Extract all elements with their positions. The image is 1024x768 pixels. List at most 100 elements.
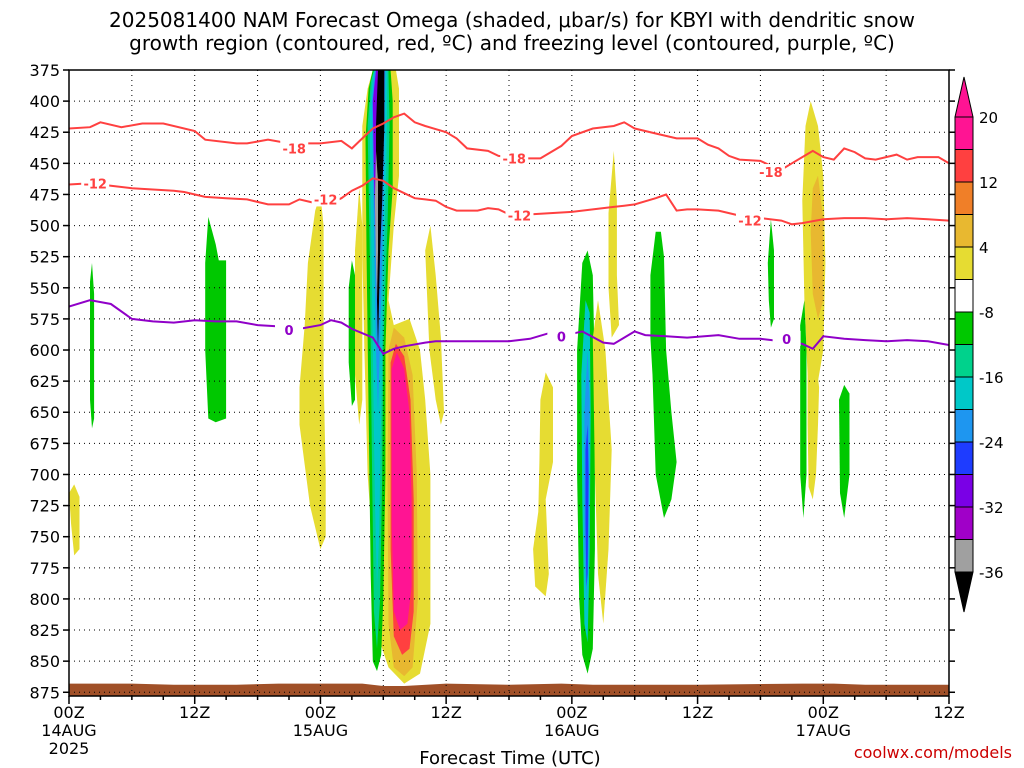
omega-yellow-01: [69, 484, 80, 556]
x-tick-label-48: 00Z: [556, 703, 587, 722]
y-tick-label-650: 650: [29, 403, 60, 422]
colorbar-segment-4: [954, 246, 974, 280]
x-axis-label: Forecast Time (UTC): [419, 748, 600, 768]
y-tick-label-700: 700: [29, 465, 60, 484]
temperature-contours-layer: [69, 112, 949, 356]
omega-green-07: [767, 219, 774, 328]
omega-green-09: [839, 384, 850, 518]
x-tick-label-84: 12Z: [933, 703, 964, 722]
contour-label-0-1: 0: [557, 330, 566, 345]
chart-title-line-2: growth region (contoured, red, ºC) and f…: [129, 31, 895, 55]
y-tick-label-775: 775: [29, 559, 60, 578]
colorbar-top-arrow: [954, 76, 974, 118]
y-tick-label-850: 850: [29, 652, 60, 671]
colorbar-segment--36: [954, 539, 974, 573]
omega-yellow-10: [807, 350, 820, 500]
colorbar-segment--16: [954, 376, 974, 410]
omega-orange-02: [810, 175, 824, 319]
x-tick-label-0: 00Z: [53, 703, 84, 722]
contour-label-bg-0-1: [547, 328, 576, 344]
y-tick-label-725: 725: [29, 497, 60, 516]
y-tick-label-625: 625: [29, 372, 60, 391]
contour-label--12-0: -12: [83, 177, 107, 192]
colorbar-segment--28: [954, 474, 974, 508]
omega-green-08: [800, 300, 807, 518]
y-tick-label-675: 675: [29, 434, 60, 453]
colorbar-label--24: -24: [979, 434, 1004, 452]
contour-label--12-1: -12: [314, 193, 338, 208]
y-axis-ticks: 375 400 425 450 475 500 525 550 575 600 625 650 675 7…: [29, 61, 955, 702]
omega-yellow-05: [425, 225, 444, 425]
omega-darkblue-01: [585, 424, 589, 587]
y-tick-label-875: 875: [29, 683, 60, 702]
contour-label-bg-0-2: [772, 330, 801, 346]
colorbar-label--16: -16: [979, 369, 1004, 387]
x-tick-label-36: 12Z: [430, 703, 461, 722]
colorbar-bottom-arrow: [954, 571, 974, 613]
contour-label-bg--18-0: [280, 140, 309, 156]
omega-yellow-02: [299, 194, 326, 550]
x-tick-date-0: 14AUG: [41, 721, 96, 740]
colorbar-label--8: -8: [979, 304, 994, 322]
colorbar-segment-16: [954, 149, 974, 183]
chart-title-line-1: 2025081400 NAM Forecast Omega (shaded, μ…: [109, 8, 915, 32]
contour-label-bg--12-2: [505, 207, 534, 223]
y-tick-label-375: 375: [29, 61, 60, 80]
y-tick-label-800: 800: [29, 590, 60, 609]
contour-line--12: [69, 177, 949, 226]
omega-shading-layer: [69, 70, 949, 696]
y-tick-label-825: 825: [29, 621, 60, 640]
omega-green-03: [348, 260, 355, 406]
x-tick-label-12: 12Z: [179, 703, 210, 722]
colorbar-label--32: -32: [979, 499, 1004, 517]
contour-line--18: [69, 112, 949, 171]
colorbar: 20 12 4 -8 -16 -24 -32 -36: [954, 76, 1004, 613]
colorbar-label-12: 12: [979, 174, 998, 192]
y-tick-label-500: 500: [29, 217, 60, 236]
omega-gray-01: [374, 150, 378, 301]
contour-label--12-3: -12: [738, 215, 762, 230]
x-tick-label-60: 12Z: [682, 703, 713, 722]
x-tick-date-48: 16AUG: [544, 721, 599, 740]
y-tick-label-600: 600: [29, 341, 60, 360]
omega-pink-01: [391, 352, 412, 630]
y-tick-label-525: 525: [29, 248, 60, 267]
colorbar-label--36: -36: [979, 564, 1004, 582]
omega-yellow-06: [533, 372, 553, 597]
colorbar-segment--4: [954, 279, 974, 313]
omega-green-02: [205, 216, 227, 423]
contour-label-bg--18-1: [500, 150, 529, 166]
omega-yellow-03: [355, 188, 363, 425]
contour-labels-layer: -18 -18 -18 -12 -12 -12 -12 0 0 0: [81, 140, 801, 348]
contour-label--18-1: -18: [502, 152, 526, 167]
y-tick-label-450: 450: [29, 154, 60, 173]
omega-green-01: [90, 262, 95, 429]
colorbar-segment--12: [954, 344, 974, 378]
colorbar-segment--24: [954, 441, 974, 475]
omega-yellow-07: [592, 300, 612, 624]
terrain: [69, 683, 949, 696]
y-tick-label-400: 400: [29, 92, 60, 111]
colorbar-label-20: 20: [979, 109, 998, 127]
x-tick-date-72: 17AUG: [796, 721, 851, 740]
contour-label-bg-0-0: [275, 322, 303, 338]
omega-yellow-08: [608, 150, 619, 338]
omega-black-01: [376, 70, 385, 350]
contour-label--12-2: -12: [508, 210, 532, 225]
colorbar-segment-12: [954, 181, 974, 215]
colorbar-label-4: 4: [979, 239, 989, 257]
x-tick-date-24: 15AUG: [293, 721, 348, 740]
contour-label-bg--12-3: [735, 212, 764, 228]
x-tick-label-24: 00Z: [305, 703, 336, 722]
colorbar-segment-20: [954, 116, 974, 150]
contour-label-0-0: 0: [284, 324, 293, 339]
x-tick-label-72: 00Z: [808, 703, 839, 722]
x-tick-year-0: 2025: [49, 739, 90, 758]
colorbar-segment-8: [954, 214, 974, 248]
colorbar-segment--8: [954, 311, 974, 345]
contour-label--18-0: -18: [282, 142, 306, 157]
contour-label-bg--12-0: [81, 175, 110, 191]
y-tick-label-475: 475: [29, 185, 60, 204]
contour-label-0-2: 0: [782, 333, 791, 348]
